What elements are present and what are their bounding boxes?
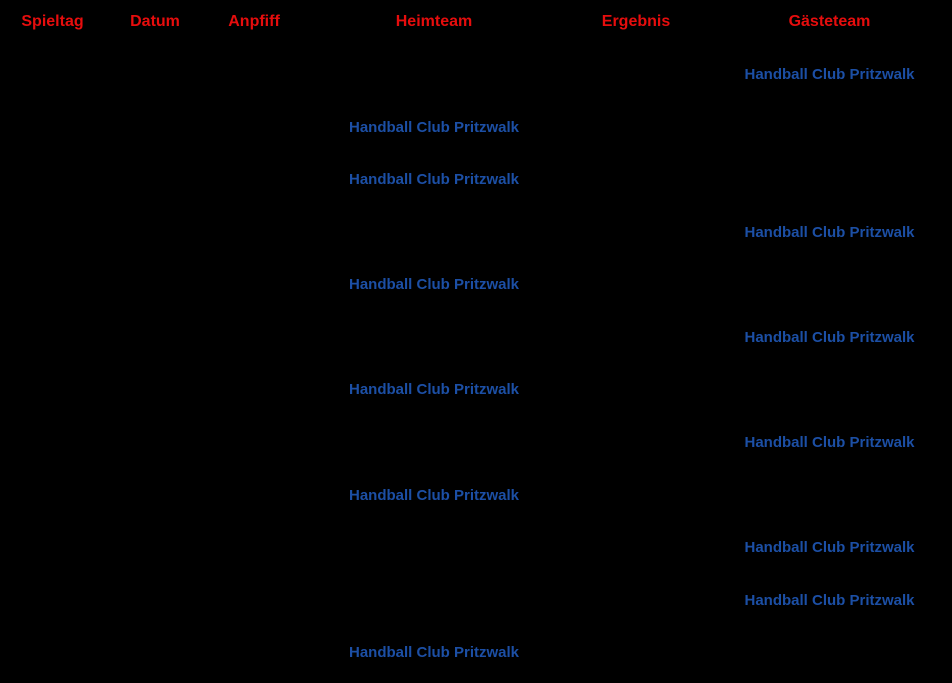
table-row: Handball Club Pritzwalk: [0, 420, 952, 473]
table-header-row: Spieltag Datum Anpfiff Heimteam Ergebnis…: [0, 0, 952, 53]
table-row: Handball Club Pritzwalk: [0, 105, 952, 158]
table-row: Handball Club Pritzwalk: [0, 158, 952, 211]
column-header-heimteam: Heimteam: [395, 13, 473, 31]
cell-gaesteteam[interactable]: Handball Club Pritzwalk: [744, 328, 915, 346]
cell-gaesteteam[interactable]: Handball Club Pritzwalk: [744, 539, 915, 557]
table-row: Handball Club Pritzwalk: [0, 53, 952, 106]
cell-heimteam[interactable]: Handball Club Pritzwalk: [348, 486, 520, 504]
cell-heimteam[interactable]: Handball Club Pritzwalk: [348, 276, 520, 294]
cell-gaesteteam[interactable]: Handball Club Pritzwalk: [744, 434, 915, 452]
cell-gaesteteam[interactable]: Handball Club Pritzwalk: [744, 223, 915, 241]
cell-heimteam[interactable]: Handball Club Pritzwalk: [348, 171, 520, 189]
table-row: Handball Club Pritzwalk: [0, 578, 952, 631]
column-header-spieltag: Spieltag: [21, 13, 84, 31]
column-header-anpfiff: Anpfiff: [228, 13, 280, 31]
column-header-datum: Datum: [130, 13, 180, 31]
table-row: Handball Club Pritzwalk: [0, 263, 952, 316]
cell-heimteam[interactable]: Handball Club Pritzwalk: [348, 644, 520, 662]
table-row: Handball Club Pritzwalk: [0, 368, 952, 421]
column-header-ergebnis: Ergebnis: [601, 13, 671, 31]
table-row: Handball Club Pritzwalk: [0, 210, 952, 263]
table-row: Handball Club Pritzwalk: [0, 630, 952, 683]
column-header-gaesteteam: Gästeteam: [788, 13, 871, 31]
cell-heimteam[interactable]: Handball Club Pritzwalk: [348, 118, 520, 136]
cell-gaesteteam[interactable]: Handball Club Pritzwalk: [744, 66, 915, 84]
cell-gaesteteam[interactable]: Handball Club Pritzwalk: [744, 591, 915, 609]
table-row: Handball Club Pritzwalk: [0, 315, 952, 368]
table-row: Handball Club Pritzwalk: [0, 473, 952, 526]
table-row: Handball Club Pritzwalk: [0, 525, 952, 578]
cell-heimteam[interactable]: Handball Club Pritzwalk: [348, 381, 520, 399]
